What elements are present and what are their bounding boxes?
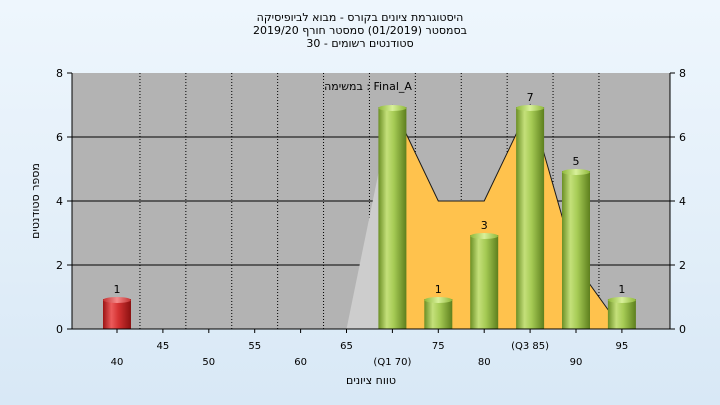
data-label: 1 <box>618 283 625 296</box>
x-tick-label: 80 <box>478 357 491 368</box>
bar-body <box>470 235 499 329</box>
bar-body <box>607 299 636 329</box>
bar-body <box>424 299 453 329</box>
y-tick-label-right: 2 <box>679 259 686 272</box>
chart-title-line-3: סטודנטים רשומים - 30 <box>306 37 413 50</box>
chart-title-line-1: היסטוגרמת ציונים בקורס - מבוא לביופיסיקה <box>257 11 464 24</box>
bar-(Q1 70) <box>378 105 407 329</box>
y-tick-label-left: 8 <box>56 67 63 80</box>
x-tick-label: 40 <box>111 357 124 368</box>
x-tick-label: 50 <box>202 357 215 368</box>
y-tick-label-right: 0 <box>679 323 686 336</box>
bar-cap <box>562 169 590 175</box>
bar-cap <box>470 233 499 239</box>
bar-body <box>103 299 131 329</box>
x-tick-label: 90 <box>570 357 583 368</box>
bar-90 <box>562 169 590 329</box>
bar-cap <box>103 297 131 303</box>
bar-40 <box>103 297 131 329</box>
data-label: 1 <box>435 283 442 296</box>
bar-body <box>562 171 590 329</box>
y-axis-title: מספר סטודנטים <box>29 163 42 239</box>
bar-95 <box>607 297 636 329</box>
data-labels: 1 1 3 7 5 1 <box>114 91 626 296</box>
y-tick-label-left: 4 <box>56 195 63 208</box>
bar-(Q3 85) <box>516 105 545 329</box>
y-tick-label-left: 6 <box>56 131 63 144</box>
bar-cap <box>607 297 636 303</box>
x-tick-label: 55 <box>248 341 261 352</box>
bar-75 <box>424 297 453 329</box>
bar-body <box>378 107 407 329</box>
y-tick-label-right: 6 <box>679 131 686 144</box>
x-tick-label: (Q1 70) <box>373 357 411 368</box>
x-tick-label: (Q3 85) <box>511 341 549 352</box>
bar-80 <box>470 233 499 329</box>
bar-cap <box>516 105 545 111</box>
bar-body <box>516 107 545 329</box>
x-axis-title: טווח ציונים <box>346 374 396 387</box>
y-tick-label-left: 0 <box>56 323 63 336</box>
x-tick-label: 65 <box>340 341 353 352</box>
bars <box>103 105 636 329</box>
bar-cap <box>424 297 453 303</box>
x-tick-label: 60 <box>294 357 307 368</box>
data-label: 3 <box>481 219 488 232</box>
y-tick-label-right: 4 <box>679 195 686 208</box>
y-tick-label-left: 2 <box>56 259 63 272</box>
bar-cap <box>378 105 407 111</box>
chart-title-line-2: בסמסטר (01/2019) סמסטר חורף 2019/20 <box>253 24 467 37</box>
x-tick-label: 75 <box>432 341 445 352</box>
data-label: 7 <box>527 91 534 104</box>
data-label: 1 <box>114 283 121 296</box>
data-label: 5 <box>573 155 580 168</box>
x-tick-label: 45 <box>157 341 170 352</box>
y-tick-label-right: 8 <box>679 67 686 80</box>
task-label: במשימה : Final_A <box>324 80 412 93</box>
x-tick-label: 95 <box>616 341 629 352</box>
